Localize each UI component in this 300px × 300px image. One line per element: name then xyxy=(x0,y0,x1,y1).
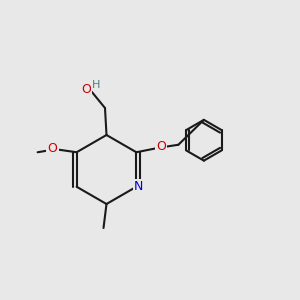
Text: H: H xyxy=(92,80,100,90)
Text: O: O xyxy=(48,142,58,155)
Text: O: O xyxy=(156,140,166,153)
Text: N: N xyxy=(134,180,143,193)
Text: O: O xyxy=(81,83,91,97)
